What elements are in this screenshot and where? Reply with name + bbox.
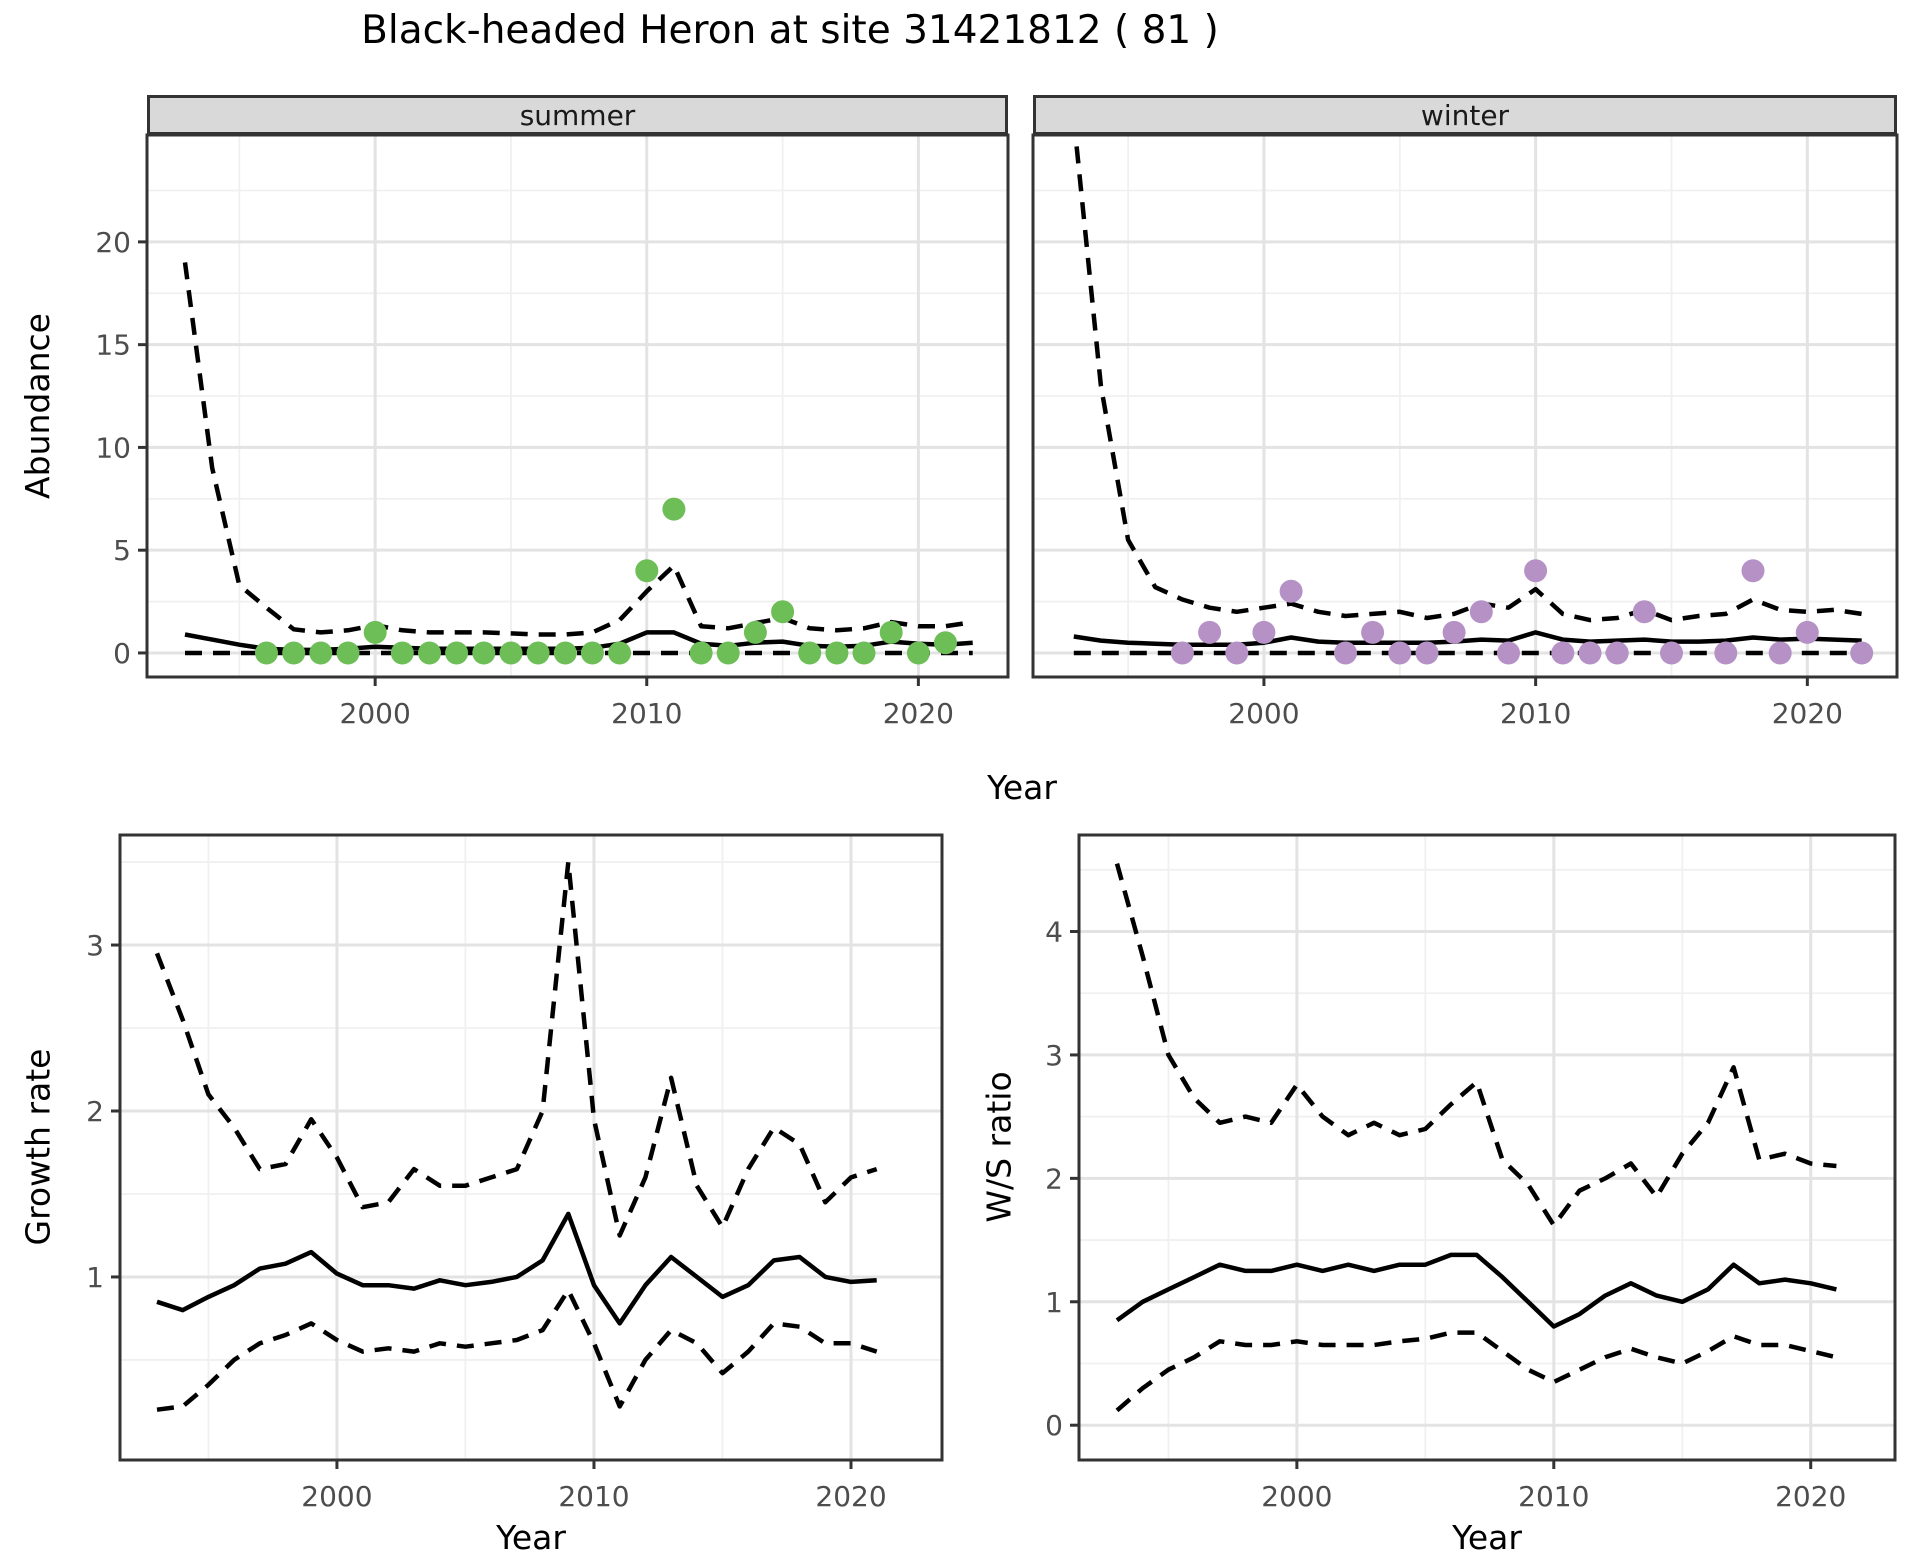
svg-text:0: 0 [1045,1409,1063,1442]
svg-text:10: 10 [95,431,131,464]
svg-text:3: 3 [1045,1039,1063,1072]
svg-text:15: 15 [95,329,131,362]
svg-text:2010: 2010 [558,1480,629,1513]
svg-text:2000: 2000 [340,697,411,730]
svg-text:2: 2 [1045,1162,1063,1195]
svg-text:3: 3 [86,929,104,962]
y-axis-label-abundance: Abundance [18,313,57,499]
svg-text:2010: 2010 [1518,1480,1589,1513]
svg-text:2000: 2000 [1228,697,1299,730]
svg-text:1: 1 [1045,1286,1063,1319]
y-axis-label-growth-rate: Growth rate [18,1048,58,1246]
svg-text:0: 0 [113,637,131,670]
svg-text:2020: 2020 [1775,1480,1846,1513]
svg-text:5: 5 [113,534,131,567]
svg-text:2010: 2010 [611,697,682,730]
facet-strip-summer: summer [147,95,1008,135]
facet-strip-winter-label: winter [1420,98,1510,132]
facet-strip-winter: winter [1033,95,1897,135]
svg-text:2020: 2020 [1772,697,1843,730]
svg-text:2020: 2020 [883,697,954,730]
x-axis-label-year-bottom-left: Year [496,1518,566,1557]
svg-text:2000: 2000 [1261,1480,1332,1513]
chart-title: Black-headed Heron at site 31421812 ( 81… [361,8,1219,53]
svg-text:1: 1 [86,1261,104,1294]
svg-text:2000: 2000 [301,1480,372,1513]
facet-strip-summer-label: summer [519,98,636,132]
svg-text:20: 20 [95,226,131,259]
x-axis-label-year-top: Year [987,768,1057,807]
svg-text:2020: 2020 [815,1480,886,1513]
svg-text:2010: 2010 [1500,697,1571,730]
x-axis-label-year-bottom-right: Year [1452,1518,1522,1557]
svg-text:4: 4 [1045,916,1063,949]
y-axis-label-ws-ratio: W/S ratio [979,1071,1019,1223]
svg-text:2: 2 [86,1095,104,1128]
